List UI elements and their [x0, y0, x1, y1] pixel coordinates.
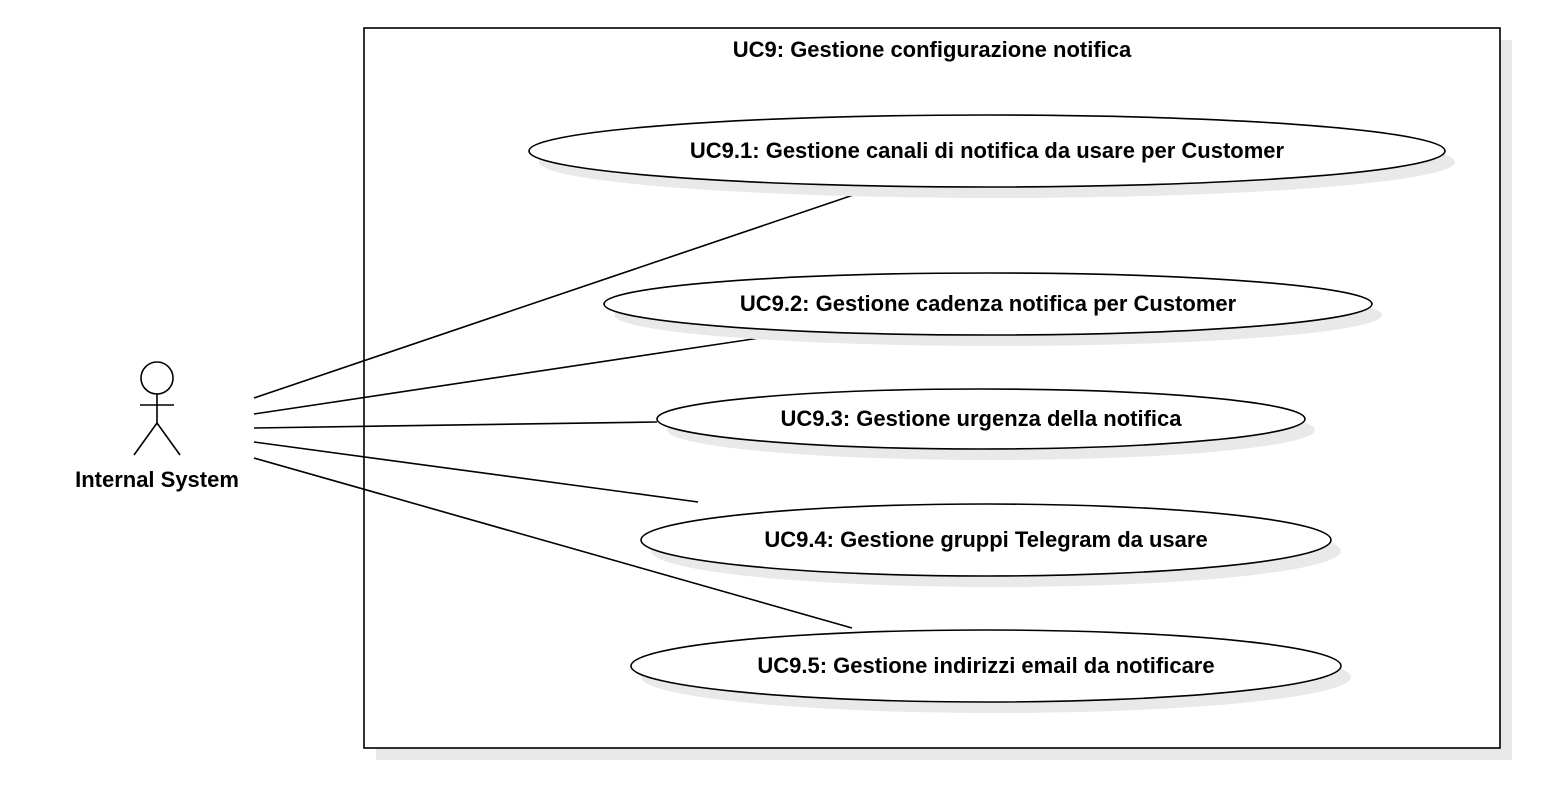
use-case-label: UC9.4: Gestione gruppi Telegram da usare	[764, 527, 1207, 552]
use-case-label: UC9.1: Gestione canali di notifica da us…	[690, 138, 1285, 163]
association-uc9-3	[253, 421, 658, 429]
use-case-uc9-1[interactable]: UC9.1: Gestione canali di notifica da us…	[528, 114, 1455, 198]
use-case-ellipse	[656, 388, 1306, 450]
use-case-ellipse	[630, 629, 1342, 703]
use-case-ellipse	[640, 503, 1332, 577]
actor-right-leg	[156, 422, 181, 456]
use-case-uc9-4[interactable]: UC9.4: Gestione gruppi Telegram da usare	[640, 503, 1341, 587]
use-case-label: UC9.2: Gestione cadenza notifica per Cus…	[740, 291, 1237, 316]
use-case-label: UC9.5: Gestione indirizzi email da notif…	[757, 653, 1214, 678]
use-case-uc9-2[interactable]: UC9.2: Gestione cadenza notifica per Cus…	[603, 272, 1382, 346]
system-title: UC9: Gestione configurazione notifica	[733, 37, 1132, 62]
association-uc9-4	[253, 441, 699, 503]
use-case-label: UC9.3: Gestione urgenza della notifica	[781, 406, 1183, 431]
use-case-uc9-3[interactable]: UC9.3: Gestione urgenza della notifica	[656, 388, 1315, 460]
use-case-ellipse	[603, 272, 1373, 336]
actor-label: Internal System	[75, 467, 239, 492]
actor-internal-system[interactable]: Internal System	[75, 361, 239, 492]
actor-stick-figure-icon	[133, 361, 181, 456]
association-uc9-2	[253, 335, 774, 415]
use-case-uc9-5[interactable]: UC9.5: Gestione indirizzi email da notif…	[630, 629, 1351, 713]
actor-head	[140, 361, 174, 395]
association-uc9-1	[253, 187, 875, 399]
actor-left-leg	[133, 422, 158, 456]
use-case-ellipse	[528, 114, 1446, 188]
association-uc9-5	[253, 457, 853, 629]
associations	[253, 187, 875, 629]
